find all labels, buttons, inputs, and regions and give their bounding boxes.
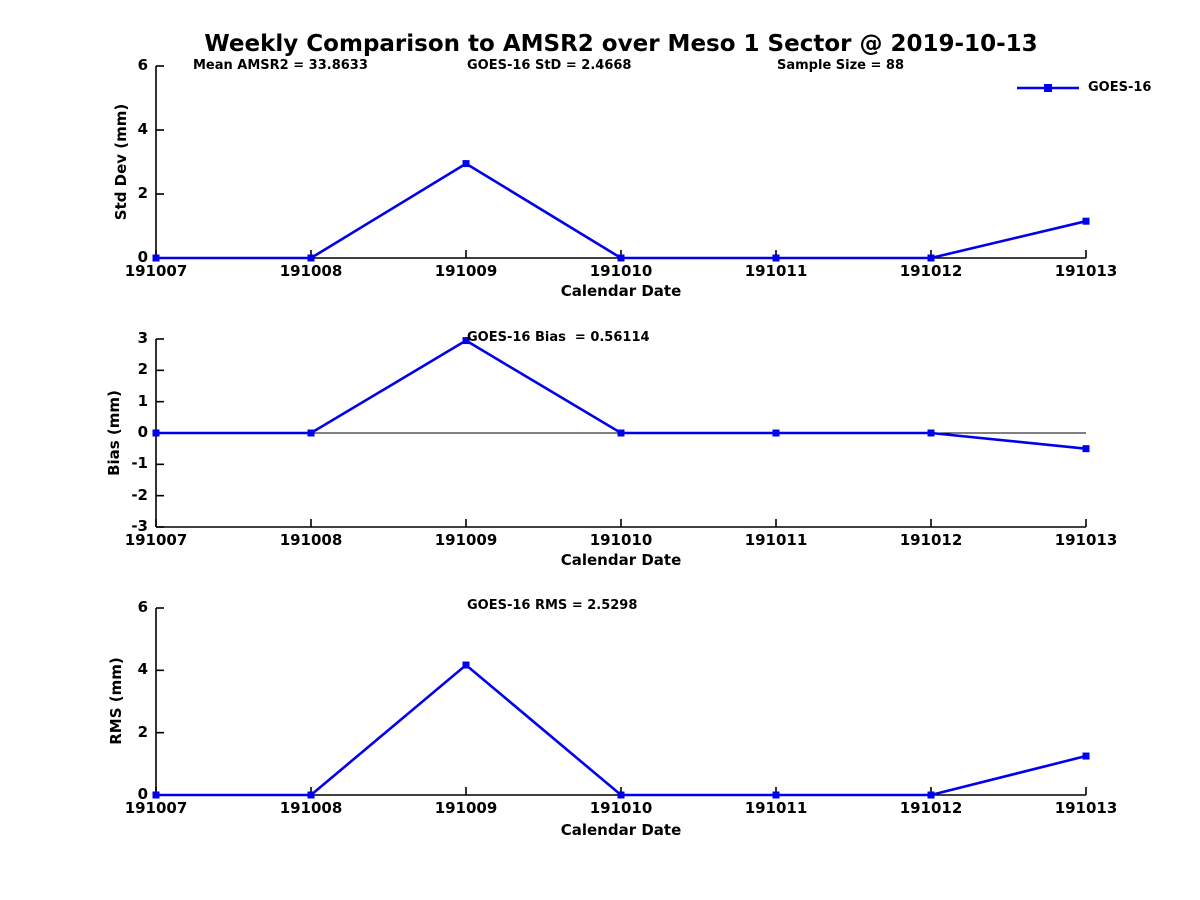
data-point-marker xyxy=(772,429,780,437)
y-tick-label: -3 xyxy=(131,517,148,535)
legend-marker-icon xyxy=(1044,83,1052,92)
x-tick-label: 191007 xyxy=(124,531,188,549)
x-tick-label: 191012 xyxy=(899,262,963,280)
x-tick-label: 191011 xyxy=(744,799,808,817)
data-point-marker xyxy=(152,254,160,262)
data-point-marker xyxy=(307,791,315,799)
data-point-marker xyxy=(1082,217,1090,225)
x-tick-label: 191010 xyxy=(589,799,653,817)
y-tick-label: 2 xyxy=(137,360,148,379)
y-tick-label: -2 xyxy=(131,485,148,504)
x-tick-label: 191008 xyxy=(279,799,343,817)
legend-label: GOES-16 xyxy=(1088,80,1152,95)
data-point-marker xyxy=(152,791,160,799)
x-tick-label: 191008 xyxy=(279,262,343,280)
x-tick-label: 191009 xyxy=(434,799,498,817)
data-line-std-dev xyxy=(156,162,1087,260)
x-tick-label: 191007 xyxy=(124,799,188,817)
data-point-marker xyxy=(1082,752,1090,760)
data-point-marker xyxy=(617,429,625,437)
x-tick-label: 191012 xyxy=(899,531,963,549)
data-point-marker xyxy=(307,254,315,262)
x-axis-label-bias: Calendar Date xyxy=(560,551,682,569)
y-tick-label: 6 xyxy=(137,56,148,74)
x-tick-label: 191013 xyxy=(1054,799,1118,817)
data-point-marker xyxy=(462,160,470,168)
data-point-marker xyxy=(462,661,470,669)
y-tick-label: 0 xyxy=(137,785,148,803)
y-tick-label: 6 xyxy=(137,598,148,616)
x-tick-label: 191011 xyxy=(744,262,808,280)
x-tick-label: 191013 xyxy=(1054,262,1118,280)
data-point-marker xyxy=(152,429,160,437)
x-axis-label-std-dev: Calendar Date xyxy=(560,282,682,300)
legend-line-icon xyxy=(1017,83,1079,92)
data-point-marker xyxy=(617,791,625,799)
chart-title: Weekly Comparison to AMSR2 over Meso 1 S… xyxy=(204,31,1038,57)
x-tick-label: 191009 xyxy=(434,531,498,549)
y-tick-label: 2 xyxy=(137,722,148,741)
data-point-marker xyxy=(927,429,935,437)
data-point-marker xyxy=(617,254,625,262)
x-axis-label-rms: Calendar Date xyxy=(560,821,682,839)
y-tick-label: 2 xyxy=(137,184,148,202)
x-tick-label: 191011 xyxy=(744,531,808,549)
legend: GOES-16 xyxy=(1016,80,1151,95)
x-tick-label: 191008 xyxy=(279,531,343,549)
annotation-mean-amsr2: Mean AMSR2 = 33.8633 xyxy=(193,58,368,73)
data-point-marker xyxy=(927,254,935,262)
x-tick-label: 191013 xyxy=(1054,531,1118,549)
data-point-marker xyxy=(1082,445,1090,453)
annotation-goes16-bias: GOES-16 Bias = 0.56114 xyxy=(467,330,650,345)
y-tick-label: 3 xyxy=(137,329,148,347)
data-point-marker xyxy=(307,429,315,437)
x-tick-label: 191009 xyxy=(434,262,498,280)
y-tick-label: -1 xyxy=(131,454,148,473)
x-tick-label: 191010 xyxy=(589,262,653,280)
annotation-goes16-rms: GOES-16 RMS = 2.5298 xyxy=(467,598,638,613)
data-point-marker xyxy=(772,254,780,262)
y-tick-label: 0 xyxy=(137,248,148,266)
data-point-marker xyxy=(927,791,935,799)
data-point-marker xyxy=(772,791,780,799)
x-tick-label: 191012 xyxy=(899,799,963,817)
y-tick-label: 1 xyxy=(137,391,148,410)
annotation-goes16-std: GOES-16 StD = 2.4668 xyxy=(467,58,632,73)
y-tick-label: 0 xyxy=(137,423,148,441)
y-tick-label: 4 xyxy=(137,120,148,138)
y-tick-label: 4 xyxy=(137,660,148,679)
x-tick-label: 191010 xyxy=(589,531,653,549)
data-line-rms xyxy=(156,663,1087,797)
annotation-sample-size: Sample Size = 88 xyxy=(777,58,905,73)
x-tick-label: 191007 xyxy=(124,262,188,280)
data-point-marker xyxy=(462,337,470,345)
